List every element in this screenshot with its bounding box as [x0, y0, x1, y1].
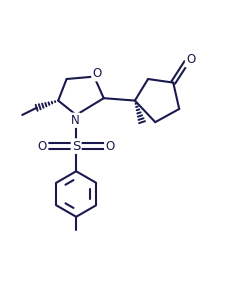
- Text: O: O: [105, 140, 114, 153]
- Text: O: O: [38, 140, 47, 153]
- Text: N: N: [71, 114, 80, 127]
- Text: O: O: [186, 53, 195, 66]
- Text: S: S: [72, 140, 80, 153]
- Text: O: O: [92, 67, 102, 80]
